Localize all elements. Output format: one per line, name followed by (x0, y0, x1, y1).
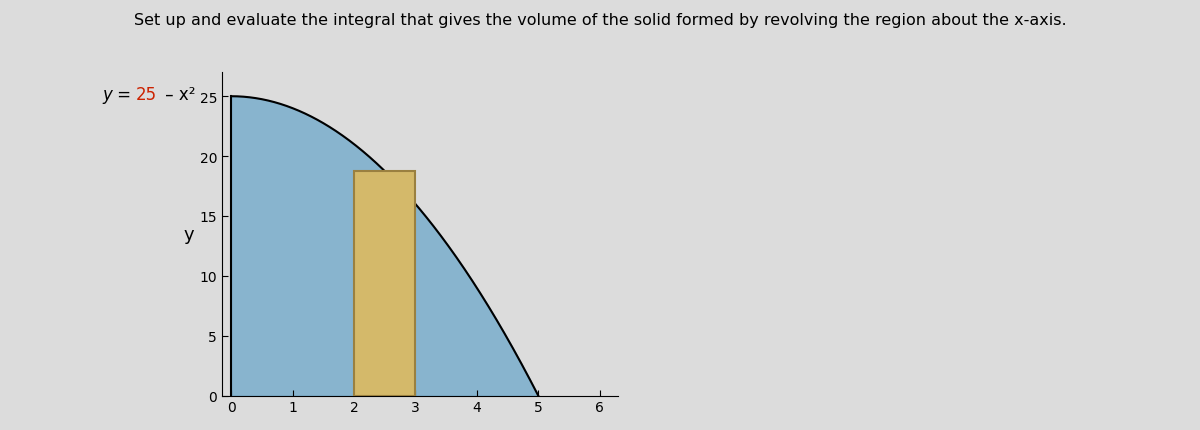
Text: 25: 25 (136, 86, 157, 104)
Text: – x²: – x² (160, 86, 196, 104)
Text: Set up and evaluate the integral that gives the volume of the solid formed by re: Set up and evaluate the integral that gi… (133, 13, 1067, 28)
Y-axis label: y: y (184, 225, 193, 243)
Bar (354, 172, 415, 396)
Text: y =: y = (102, 86, 137, 104)
